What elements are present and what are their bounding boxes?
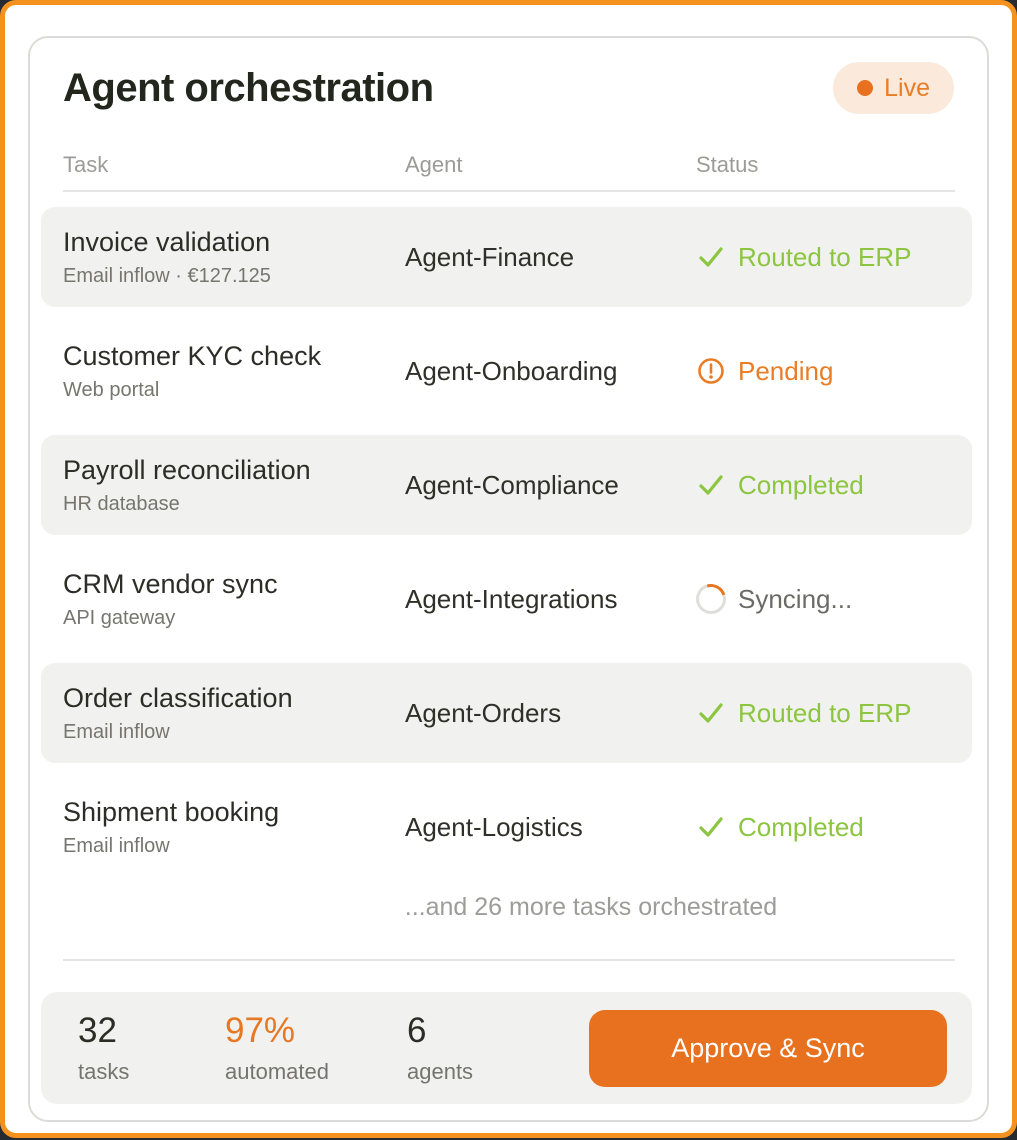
more-tasks-note: ...and 26 more tasks orchestrated <box>404 893 778 921</box>
task-subtitle: Email inflow <box>63 834 170 857</box>
task-cell: Shipment booking Email inflow <box>63 797 405 858</box>
stat-tasks-label: tasks <box>78 1059 130 1084</box>
status-text: Pending <box>738 355 834 386</box>
task-cell: CRM vendor sync API gateway <box>63 569 405 630</box>
table-row: CRM vendor sync API gateway Agent-Integr… <box>41 549 972 649</box>
column-header-status: Status <box>696 152 759 177</box>
table-row: Order classification Email inflow Agent-… <box>41 663 972 763</box>
task-subtitle: Web portal <box>63 378 160 401</box>
status-cell: Pending <box>696 356 956 387</box>
check-icon <box>699 817 723 837</box>
approve-sync-button[interactable]: Approve & Sync <box>589 1009 947 1087</box>
table-row: Invoice validation Email inflow · €127.1… <box>41 207 972 307</box>
table-row: Shipment booking Email inflow Agent-Logi… <box>41 777 972 877</box>
agent-orchestration-card: Agent orchestration Live Task Agent Stat… <box>28 36 989 1122</box>
check-icon <box>699 475 723 495</box>
column-header-task: Task <box>63 152 109 177</box>
stat-tasks-value: 32 <box>78 1011 117 1050</box>
agent-name: Agent-Logistics <box>405 811 583 842</box>
table-row: Customer KYC check Web portal Agent-Onbo… <box>41 321 972 421</box>
task-title: Shipment booking <box>63 796 280 827</box>
footer-divider <box>63 959 955 961</box>
status-text: Syncing... <box>738 583 853 614</box>
agent-name: Agent-Compliance <box>405 469 619 500</box>
check-icon <box>699 247 723 267</box>
table-row: Payroll reconciliation HR database Agent… <box>41 435 972 535</box>
task-title: Payroll reconciliation <box>63 454 311 485</box>
header-divider <box>63 190 955 192</box>
task-title: Customer KYC check <box>63 340 322 371</box>
task-rows: Invoice validation Email inflow · €127.1… <box>41 207 972 877</box>
status-cell: Routed to ERP <box>696 242 956 273</box>
task-subtitle: Email inflow · €127.125 <box>63 264 271 287</box>
task-cell: Invoice validation Email inflow · €127.1… <box>63 227 405 288</box>
agent-name: Agent-Orders <box>405 697 562 728</box>
stat-agents-label: agents <box>407 1059 474 1084</box>
agent-name: Agent-Finance <box>405 241 575 272</box>
task-title: Order classification <box>63 682 293 713</box>
task-subtitle: Email inflow <box>63 720 170 743</box>
status-cell: Routed to ERP <box>696 698 956 729</box>
agent-name: Agent-Integrations <box>405 583 618 614</box>
task-title: CRM vendor sync <box>63 568 278 599</box>
check-icon <box>699 703 723 723</box>
stat-agents: 6 agents <box>407 1011 557 1085</box>
agent-name: Agent-Onboarding <box>405 355 618 386</box>
task-cell: Payroll reconciliation HR database <box>63 455 405 516</box>
stat-tasks: 32 tasks <box>78 1011 225 1085</box>
live-badge: Live <box>833 62 954 114</box>
status-text: Routed to ERP <box>738 241 912 272</box>
stats-bar: 32 tasks 97% automated 6 agents Approve … <box>41 992 972 1104</box>
task-cell: Customer KYC check Web portal <box>63 341 405 402</box>
status-cell: Completed <box>696 470 956 501</box>
page-title: Agent orchestration <box>63 65 434 110</box>
stat-agents-value: 6 <box>407 1011 427 1050</box>
stat-automated-value: 97% <box>225 1011 296 1050</box>
table-column-headers: Task Agent Status <box>63 152 954 178</box>
status-text: Completed <box>738 469 864 500</box>
status-text: Routed to ERP <box>738 697 912 728</box>
stat-automated-label: automated <box>225 1059 329 1084</box>
task-subtitle: HR database <box>63 492 180 515</box>
live-dot-icon <box>857 80 874 96</box>
task-cell: Order classification Email inflow <box>63 683 405 744</box>
status-text: Completed <box>738 811 864 842</box>
card-header: Agent orchestration Live <box>63 62 954 114</box>
status-cell: Completed <box>696 812 956 843</box>
spinner-icon <box>690 578 732 620</box>
status-cell: Syncing... <box>690 578 956 620</box>
task-title: Invoice validation <box>63 226 271 257</box>
task-subtitle: API gateway <box>63 606 176 629</box>
column-header-agent: Agent <box>405 152 463 177</box>
live-badge-label: Live <box>884 73 930 102</box>
alert-circle-icon <box>698 358 724 384</box>
stat-automated: 97% automated <box>225 1011 407 1085</box>
